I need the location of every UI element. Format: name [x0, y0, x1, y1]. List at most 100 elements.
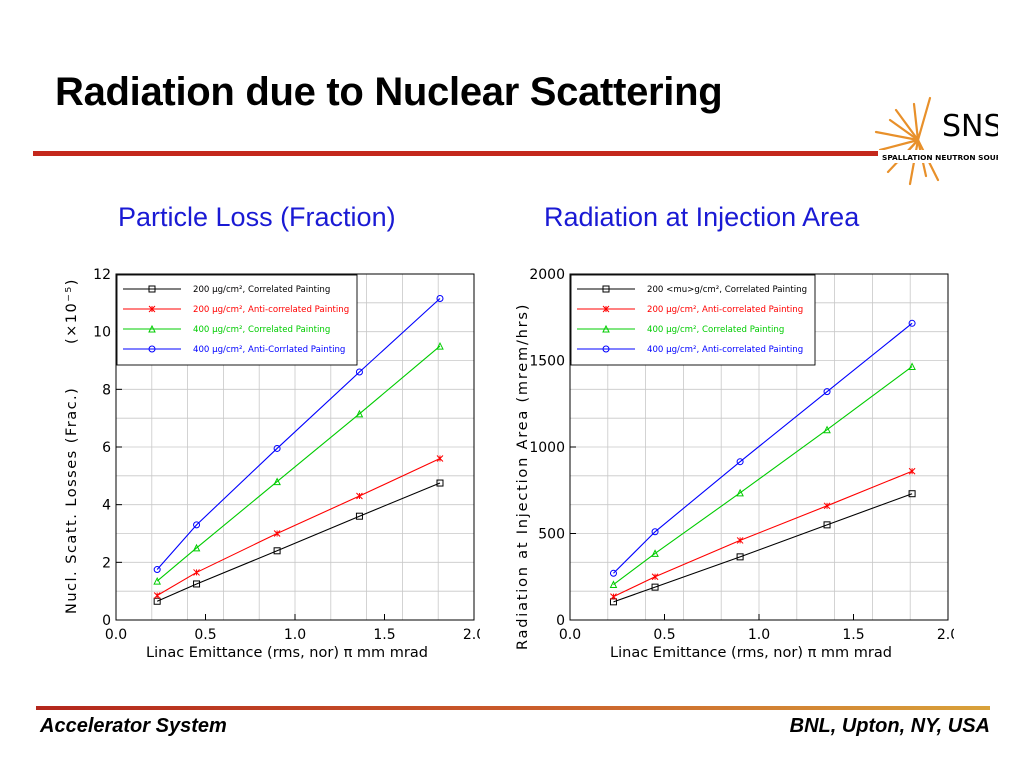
legend-marker [148, 324, 156, 333]
data-point [355, 409, 364, 418]
legend-marker [148, 285, 156, 293]
legend-entry: 400 μg/cm², Correlated Painting [647, 325, 784, 335]
data-point [823, 521, 831, 529]
legend: 200 <mu>g/cm², Correlated Painting 200 μg… [570, 274, 816, 366]
data-point [193, 569, 200, 576]
series-2 [610, 467, 916, 600]
title-underline [33, 151, 878, 156]
legend-entry: 400 μg/cm², Correlated Painting [193, 325, 330, 335]
data-point [436, 479, 444, 487]
series-4 [153, 295, 444, 574]
legend-marker [602, 324, 610, 333]
x-tick-label: 1.5 [373, 627, 395, 643]
series-1 [609, 490, 916, 606]
sns-logo: SNS SPALLATION NEUTRON SOURCE [874, 96, 998, 186]
legend-entry: 200 μg/cm², Correlated Painting [193, 285, 330, 295]
series-line [156, 482, 441, 602]
data-point [356, 492, 363, 500]
data-point [355, 368, 363, 376]
x-axis-label: Linac Emittance (rms, nor) π mm mrad [610, 645, 892, 661]
logo-text: SNS [942, 109, 998, 144]
x-tick-label: 0.0 [559, 627, 581, 643]
slide-title: Radiation due to Nuclear Scattering [55, 70, 723, 114]
chart-left-heading: Particle Loss (Fraction) [118, 202, 396, 232]
data-point [651, 549, 659, 557]
chart-right-heading: Radiation at Injection Area [544, 202, 860, 232]
data-point [823, 425, 831, 434]
y-tick-label: 4 [102, 498, 111, 514]
data-point [736, 488, 744, 497]
y-tick-label: 0 [102, 613, 111, 629]
footer-rule-left [36, 706, 504, 710]
data-point [736, 537, 744, 544]
footer-left-text: Accelerator System [40, 715, 227, 737]
data-point [273, 444, 281, 452]
footer-right-text: BNL, Upton, NY, USA [789, 715, 990, 737]
data-point [736, 553, 744, 561]
series-line [613, 493, 913, 603]
data-point [651, 583, 659, 591]
legend-marker [602, 285, 610, 293]
data-point [436, 341, 444, 350]
y-axis-label: Nucl. Scatt. Losses (Frac.) [64, 387, 80, 614]
data-point [823, 388, 831, 396]
data-point [609, 580, 618, 589]
data-point [908, 467, 916, 475]
data-point [153, 592, 161, 599]
data-point [823, 502, 831, 510]
legend: 200 μg/cm², Correlated Painting 200 μg/cm… [116, 274, 358, 366]
data-point [273, 477, 281, 486]
legend-marker [148, 305, 156, 313]
data-point [736, 458, 744, 466]
x-tick-label: 0.0 [105, 627, 127, 643]
logo-star-icon [874, 96, 940, 186]
legend-marker [148, 345, 156, 353]
y-tick-label: 10 [93, 325, 111, 341]
data-point [436, 295, 444, 303]
data-point [436, 455, 444, 462]
x-axis-label: Linac Emittance (rms, nor) π mm mrad [146, 645, 428, 661]
legend-marker [602, 345, 610, 353]
y-axis-multiplier: (×10⁻⁵) [64, 278, 80, 344]
data-point [273, 547, 281, 555]
series-4 [609, 319, 916, 577]
series-3 [609, 362, 916, 589]
series-2 [153, 455, 444, 599]
legend-marker [602, 305, 610, 313]
x-tick-label: 1.5 [842, 627, 864, 643]
x-tick-label: 2.0 [937, 627, 954, 643]
data-point [192, 543, 201, 552]
data-point [153, 576, 161, 585]
y-tick-label: 12 [93, 267, 111, 283]
footer-rule-right [504, 706, 990, 710]
series-line [613, 470, 913, 598]
legend-entry: 400 μg/cm², Anti-Corrlated Painting [193, 345, 345, 355]
data-point [355, 512, 363, 520]
data-point [153, 566, 161, 574]
y-tick-label: 6 [102, 440, 111, 456]
data-point [609, 598, 617, 606]
data-point [273, 530, 281, 537]
x-tick-label: 1.0 [748, 627, 770, 643]
data-point [908, 490, 916, 498]
series-line [613, 322, 913, 574]
y-tick-label: 500 [538, 527, 565, 543]
data-point [908, 362, 916, 371]
chart-particle-loss: 0.0 0.5 1.0 1.5 2.0 0 2 4 6 8 10 12 Linac Emittance … [64, 267, 480, 661]
x-tick-label: 0.5 [194, 627, 216, 643]
legend-entry: 200 μg/cm², Anti-correlated Painting [193, 305, 349, 315]
data-point [610, 593, 617, 600]
data-point [193, 580, 201, 588]
y-tick-label: 1000 [529, 440, 565, 456]
x-tick-label: 0.5 [653, 627, 675, 643]
series-3 [153, 341, 444, 585]
y-tick-label: 2000 [529, 267, 565, 283]
x-tick-label: 2.0 [463, 627, 480, 643]
chart-radiation-injection: 0.0 0.5 1.0 1.5 2.0 0 500 1000 1500 2000 Linac Emi… [515, 267, 954, 661]
legend-entry: 200 <mu>g/cm², Correlated Painting [647, 285, 807, 295]
legend-box [116, 274, 358, 366]
legend-box [570, 274, 816, 366]
series-1 [153, 479, 444, 605]
series-line [156, 345, 441, 582]
data-point [193, 521, 201, 529]
